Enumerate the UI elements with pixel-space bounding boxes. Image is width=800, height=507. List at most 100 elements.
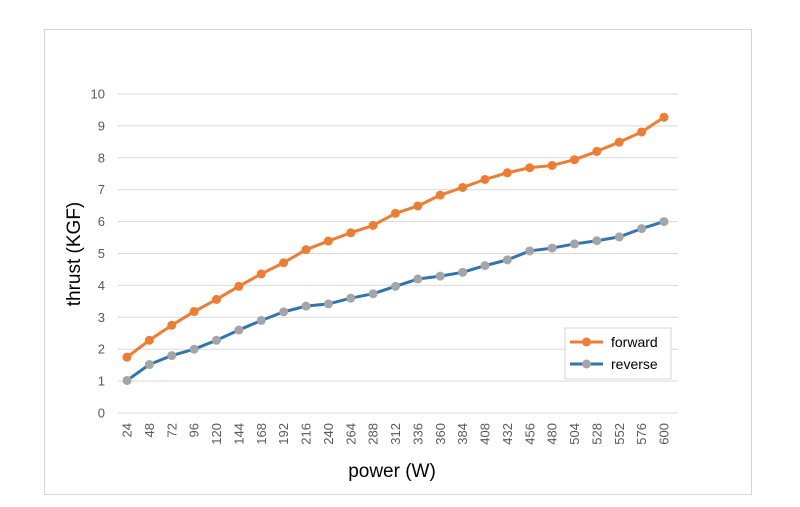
x-tick-label: 384 bbox=[455, 423, 470, 445]
y-tick-label: 3 bbox=[98, 310, 105, 325]
data-point-reverse bbox=[480, 261, 490, 271]
x-tick-label: 600 bbox=[657, 423, 672, 445]
data-point-reverse bbox=[614, 232, 624, 242]
data-point-reverse bbox=[323, 299, 333, 309]
legend-item-forward: forward bbox=[570, 334, 658, 350]
x-tick-label: 192 bbox=[276, 423, 291, 445]
y-tick-label: 5 bbox=[98, 246, 105, 261]
x-axis-title: power (W) bbox=[348, 461, 436, 482]
data-point-reverse bbox=[122, 375, 132, 385]
data-point-reverse bbox=[547, 243, 557, 253]
data-point-reverse bbox=[458, 267, 468, 277]
data-point-forward bbox=[144, 335, 154, 345]
data-point-forward bbox=[480, 174, 490, 184]
x-tick-label: 120 bbox=[209, 423, 224, 445]
data-point-reverse bbox=[256, 315, 266, 325]
data-point-forward bbox=[413, 201, 423, 211]
x-tick-label: 96 bbox=[187, 423, 202, 437]
data-point-forward bbox=[234, 281, 244, 291]
data-point-forward bbox=[637, 127, 647, 137]
data-point-reverse bbox=[637, 224, 647, 234]
data-point-forward bbox=[570, 155, 579, 165]
data-point-reverse bbox=[592, 236, 602, 246]
data-point-reverse bbox=[659, 217, 669, 227]
x-tick-label: 480 bbox=[545, 423, 560, 445]
data-point-forward bbox=[391, 208, 400, 218]
data-point-reverse bbox=[212, 335, 221, 345]
x-tick-label: 312 bbox=[388, 423, 403, 445]
y-tick-label: 10 bbox=[91, 87, 105, 102]
data-point-forward bbox=[189, 307, 199, 317]
data-point-forward bbox=[659, 112, 669, 122]
data-point-reverse bbox=[189, 344, 199, 354]
legend-label: reverse bbox=[611, 356, 658, 372]
y-tick-label: 0 bbox=[98, 406, 105, 421]
data-point-forward bbox=[323, 236, 333, 246]
legend: forward reverse bbox=[564, 327, 672, 380]
x-tick-label: 456 bbox=[522, 423, 537, 445]
data-point-forward bbox=[212, 294, 221, 304]
data-point-reverse bbox=[279, 307, 289, 317]
data-point-reverse bbox=[525, 246, 535, 256]
data-point-reverse bbox=[346, 293, 356, 303]
x-tick-label: 360 bbox=[433, 423, 448, 445]
y-axis-ticks: 0 1 2 3 4 5 6 7 8 9 10 bbox=[91, 87, 105, 421]
x-tick-label: 144 bbox=[231, 423, 246, 445]
data-point-reverse bbox=[570, 239, 579, 249]
y-tick-label: 6 bbox=[98, 214, 105, 229]
x-tick-label: 504 bbox=[567, 423, 582, 445]
data-point-forward bbox=[435, 190, 445, 200]
data-point-forward bbox=[346, 228, 356, 238]
series-reverse bbox=[122, 217, 669, 385]
y-tick-label: 2 bbox=[98, 342, 105, 357]
legend-swatch-marker bbox=[582, 359, 591, 369]
data-point-forward bbox=[547, 160, 557, 170]
x-tick-label: 576 bbox=[634, 423, 649, 445]
data-point-reverse bbox=[502, 255, 512, 265]
legend-label: forward bbox=[611, 334, 658, 350]
data-point-forward bbox=[525, 163, 535, 173]
x-tick-label: 216 bbox=[299, 423, 314, 445]
x-tick-label: 72 bbox=[164, 423, 179, 437]
data-point-reverse bbox=[167, 351, 177, 361]
x-tick-label: 432 bbox=[500, 423, 515, 445]
y-tick-label: 9 bbox=[98, 118, 105, 133]
chart-frame: 0 1 2 3 4 5 6 7 8 9 10 24 48 72 96 120 144 168 192 216 240 2… bbox=[44, 29, 752, 495]
data-point-forward bbox=[122, 352, 132, 362]
x-tick-label: 336 bbox=[410, 423, 425, 445]
x-axis-ticks: 24 48 72 96 120 144 168 192 216 240 264 288 312 336 36… bbox=[120, 423, 672, 445]
data-point-forward bbox=[592, 146, 602, 156]
data-point-forward bbox=[301, 245, 311, 255]
x-tick-label: 552 bbox=[612, 423, 627, 445]
data-point-forward bbox=[458, 182, 468, 192]
legend-item-reverse: reverse bbox=[570, 356, 658, 372]
data-point-reverse bbox=[391, 281, 400, 291]
data-point-reverse bbox=[435, 271, 445, 281]
data-point-reverse bbox=[368, 289, 378, 299]
x-tick-label: 168 bbox=[254, 423, 269, 445]
x-tick-label: 408 bbox=[478, 423, 493, 445]
x-tick-label: 264 bbox=[343, 423, 358, 445]
data-point-reverse bbox=[413, 274, 423, 284]
data-point-reverse bbox=[234, 325, 244, 335]
data-point-forward bbox=[167, 320, 177, 330]
data-point-forward bbox=[502, 168, 512, 178]
x-tick-label: 528 bbox=[589, 423, 604, 445]
data-point-reverse bbox=[144, 360, 154, 370]
y-axis-title: thrust (KGF) bbox=[64, 202, 85, 307]
y-tick-label: 4 bbox=[98, 278, 105, 293]
series-group bbox=[122, 112, 669, 385]
data-point-reverse bbox=[301, 301, 311, 311]
x-tick-label: 24 bbox=[120, 423, 135, 437]
series-forward bbox=[122, 112, 669, 362]
data-point-forward bbox=[614, 137, 624, 147]
legend-swatch-marker bbox=[582, 337, 591, 347]
x-tick-label: 288 bbox=[366, 423, 381, 445]
data-point-forward bbox=[368, 220, 378, 230]
x-tick-label: 48 bbox=[142, 423, 157, 437]
data-point-forward bbox=[279, 258, 289, 268]
y-tick-label: 7 bbox=[98, 182, 105, 197]
data-point-forward bbox=[256, 269, 266, 279]
x-tick-label: 240 bbox=[321, 423, 336, 445]
